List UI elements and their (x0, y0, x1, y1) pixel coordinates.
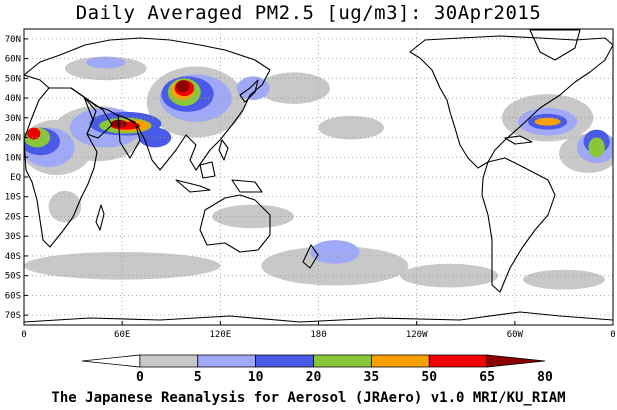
colorbar-label-80: 80 (537, 370, 553, 385)
pm25-field (24, 56, 613, 290)
pm25-region-10 (523, 269, 605, 290)
australia-coastline (199, 194, 271, 253)
colorbar-swatch-2 (197, 354, 257, 368)
lat-label-10N: 10N (5, 153, 21, 163)
colorbar-swatch-4 (313, 354, 372, 368)
greenland-coastline (529, 29, 581, 61)
lat-label-20S: 20S (5, 212, 21, 222)
lon-label-2: 120E (209, 330, 231, 340)
map-title: Daily Averaged PM2.5 [ug/m3]: 30Apr2015 (75, 2, 542, 24)
coastlines (24, 29, 613, 323)
pm25-region-4 (257, 72, 330, 104)
colorbar: 0 5 10 20 35 50 65 80 (81, 354, 553, 385)
pm25-region-34 (534, 117, 561, 126)
lat-label-30S: 30S (5, 232, 21, 242)
lat-label-EQ: EQ (10, 173, 21, 183)
colorbar-label-65: 65 (479, 370, 495, 385)
lat-label-50N: 50N (5, 74, 21, 84)
lat-label-70S: 70S (5, 311, 21, 321)
lat-label-70N: 70N (5, 35, 21, 45)
lat-label-10S: 10S (5, 193, 21, 203)
lat-label-40S: 40S (5, 252, 21, 262)
pm25-region-12 (318, 115, 384, 140)
antarctica-coastline (24, 311, 613, 323)
lon-label-4: 120W (406, 330, 428, 340)
pm25-region-20 (310, 240, 360, 264)
lon-label-3: 180 (310, 330, 326, 340)
pm25-region-8 (261, 246, 409, 286)
pm25-region-3 (64, 56, 147, 81)
pm25-region-19 (236, 76, 270, 101)
colorbar-swatch-7 (486, 354, 546, 368)
arabia-coastline (83, 96, 113, 139)
india-coastline (117, 114, 141, 159)
pm25-region-31 (588, 137, 605, 158)
colorbar-swatch-1 (139, 354, 199, 368)
latitude-labels: 70N 60N 50N 40N 30N 20N 10N EQ 10S 20S 30S 40S 50S 60… (5, 35, 28, 321)
lat-label-60N: 60N (5, 55, 21, 65)
south-america-coastline (481, 157, 556, 293)
lon-label-1: 60E (114, 330, 130, 340)
pm25-region-27 (138, 127, 172, 148)
lon-label-0: 0 (21, 330, 26, 340)
lat-label-60S: 60S (5, 291, 21, 301)
pm25-region-11 (212, 204, 294, 229)
pm25-region-9 (400, 263, 499, 288)
colorbar-label-5: 5 (194, 370, 202, 385)
lat-label-50S: 50S (5, 272, 21, 282)
longitude-labels: 0 60E 120E 180 120W 60W 0 (21, 321, 616, 340)
africa-coastline (24, 87, 98, 248)
footer-credit: The Japanese Reanalysis for Aerosol (JRA… (51, 390, 566, 406)
madagascar-coastline (95, 204, 105, 231)
colorbar-label-50: 50 (421, 370, 437, 385)
japan-coastline (239, 79, 259, 103)
colorbar-swatch-3 (255, 354, 314, 368)
lat-lon-grid (24, 29, 613, 325)
lat-label-20N: 20N (5, 134, 21, 144)
new-zealand-coastline (302, 244, 319, 269)
borneo-coastline (199, 161, 216, 179)
pm25-region-38 (176, 80, 190, 93)
colorbar-swatch-0 (81, 354, 141, 368)
north-america-coastline (409, 35, 613, 169)
lon-label-5: 60W (507, 330, 524, 340)
colorbar-label-35: 35 (364, 370, 380, 385)
philippines-coastline (218, 139, 229, 161)
colorbar-swatch-6 (428, 354, 488, 368)
indonesia-coastline (175, 179, 211, 193)
pm25-region-21 (86, 56, 126, 69)
lat-label-30N: 30N (5, 114, 21, 124)
colorbar-label-20: 20 (306, 370, 322, 385)
pm25-region-13 (48, 190, 82, 223)
colorbar-label-10: 10 (248, 370, 264, 385)
caribbean-coastline (504, 135, 533, 145)
new-guinea-coastline (231, 179, 263, 193)
pm25-region-37 (27, 127, 41, 140)
colorbar-label-0: 0 (136, 370, 144, 385)
lon-label-6: 0 (610, 330, 615, 340)
lat-label-40N: 40N (5, 94, 21, 104)
colorbar-swatch-5 (370, 354, 430, 368)
eurasia-coastline (24, 37, 271, 171)
